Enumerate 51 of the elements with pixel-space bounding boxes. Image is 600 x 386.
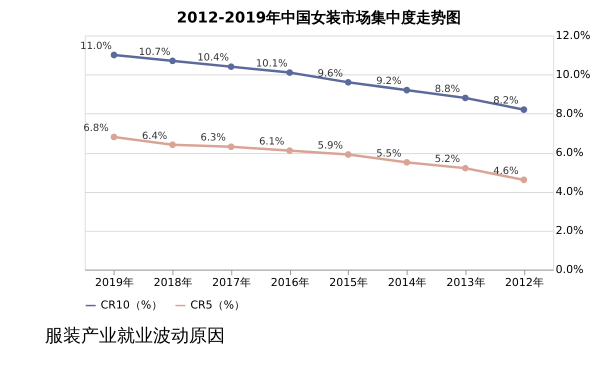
data-label: 10.7% bbox=[138, 46, 170, 58]
data-label: 8.2% bbox=[493, 96, 519, 107]
data-label: 5.5% bbox=[376, 148, 402, 160]
data-label: 5.2% bbox=[434, 154, 460, 166]
x-tick-label: 2018年 bbox=[154, 276, 192, 290]
data-label: 8.8% bbox=[434, 84, 460, 95]
point bbox=[520, 176, 528, 184]
point bbox=[462, 164, 469, 172]
x-tick-label: 2016年 bbox=[270, 276, 310, 290]
point bbox=[286, 147, 293, 154]
y-tick-label: 12.0% bbox=[556, 28, 590, 42]
legend-label: CR5（%） bbox=[190, 298, 246, 312]
x-tick-label: 2015年 bbox=[329, 276, 368, 290]
point bbox=[228, 63, 234, 70]
point bbox=[110, 134, 118, 140]
y-tick-label: 8.0% bbox=[556, 107, 584, 120]
x-tick-label: 2017年 bbox=[212, 276, 252, 290]
data-label: 6.8% bbox=[83, 122, 109, 134]
y-tick-label: 4.0% bbox=[556, 185, 584, 198]
point bbox=[462, 94, 469, 102]
y-tick-label: 0.0% bbox=[556, 263, 584, 276]
data-label: 5.9% bbox=[318, 140, 343, 152]
x-tick-label: 2014年 bbox=[388, 276, 427, 290]
text: 服装产业就业波动原因 bbox=[44, 325, 225, 346]
point bbox=[110, 52, 118, 58]
point bbox=[344, 78, 352, 86]
data-label: 11.0% bbox=[80, 41, 112, 52]
x-tick-label: 2013年 bbox=[446, 276, 486, 290]
data-label: 6.4% bbox=[142, 130, 168, 142]
data-label: 6.3% bbox=[200, 132, 226, 144]
x-tick-label: 2019年 bbox=[95, 276, 134, 290]
point bbox=[344, 151, 352, 158]
y-tick-label: 6.0% bbox=[556, 146, 584, 160]
point bbox=[169, 141, 176, 148]
data-label: 10.1% bbox=[256, 58, 288, 70]
point bbox=[403, 159, 410, 166]
data-label: 4.6% bbox=[493, 166, 519, 177]
data-label: 9.6% bbox=[318, 68, 343, 80]
point bbox=[286, 69, 293, 76]
point bbox=[520, 106, 528, 113]
point bbox=[228, 143, 234, 150]
y-tick-label: 2.0% bbox=[556, 224, 584, 238]
data-label: 6.1% bbox=[259, 136, 284, 148]
point bbox=[169, 58, 176, 64]
data-label: 10.4% bbox=[197, 52, 229, 64]
y-tick-label: 10.0% bbox=[556, 68, 590, 81]
chart-title: 2012-2019年中国女装市场集中度走势图 bbox=[176, 8, 462, 27]
data-label: 9.2% bbox=[376, 76, 402, 88]
legend-label: CR10（%） bbox=[100, 298, 162, 312]
x-tick-label: 2012年 bbox=[504, 276, 544, 290]
point bbox=[403, 86, 410, 94]
